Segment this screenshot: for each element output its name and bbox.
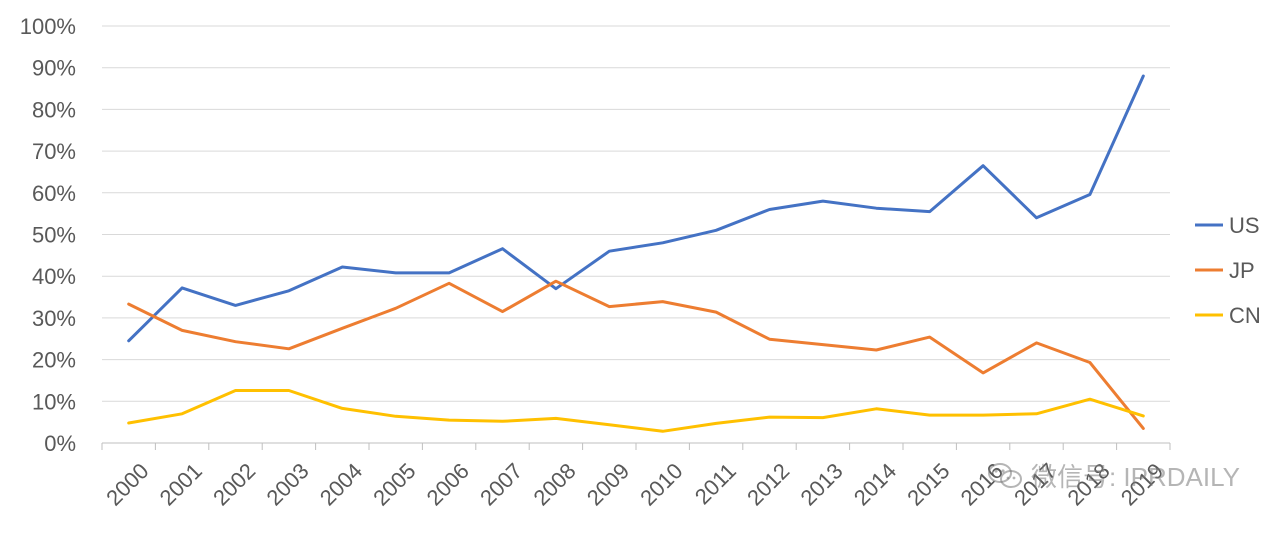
x-tick-label: 2014 [849,458,901,510]
x-tick-label: 2001 [155,458,207,510]
legend-label-us: US [1229,213,1260,238]
x-tick-label: 2010 [635,458,687,510]
legend-label-cn: CN [1229,303,1261,328]
x-tick-label: 2009 [582,458,634,510]
watermark-text: 微信号: IPRDAILY [1030,462,1240,492]
x-tick-label: 2002 [208,458,260,510]
x-tick-label: 2000 [101,458,153,510]
y-tick-label: 80% [32,97,76,122]
gridlines [102,25,1170,402]
x-tick-label: 2006 [422,458,474,510]
series-lines [127,74,1145,433]
y-tick-label: 0% [44,431,76,456]
wechat-icon [987,462,1022,488]
series-line-jp [127,279,1145,430]
series-line-us [127,74,1145,343]
y-tick-label: 10% [32,389,76,414]
series-line-cn [127,389,1145,433]
x-axis [101,442,1171,450]
x-tick-label: 2011 [690,458,741,509]
y-tick-label: 70% [32,139,76,164]
legend-label-jp: JP [1229,258,1255,283]
y-tick-label: 50% [32,223,76,248]
x-tick-label: 2013 [795,458,847,510]
watermark: 微信号: IPRDAILY [987,457,1240,494]
x-tick-label: 2005 [368,458,420,510]
y-tick-label: 100% [20,14,76,39]
y-tick-label: 90% [32,56,76,81]
y-tick-label: 30% [32,306,76,331]
y-tick-label: 60% [32,181,76,206]
legend: US JP CN [1195,213,1261,328]
y-tick-label: 40% [32,264,76,289]
x-tick-label: 2007 [475,458,527,510]
x-tick-label: 2004 [315,458,367,510]
x-tick-label: 2003 [261,458,313,510]
x-tick-label: 2015 [902,458,954,510]
x-tick-label: 2008 [528,458,580,510]
x-tick-label: 2012 [742,458,794,510]
y-axis-ticks: 0% 10% 20% 30% 40% 50% 60% 70% 80% 90% 100% [20,14,76,456]
y-tick-label: 20% [32,348,76,373]
